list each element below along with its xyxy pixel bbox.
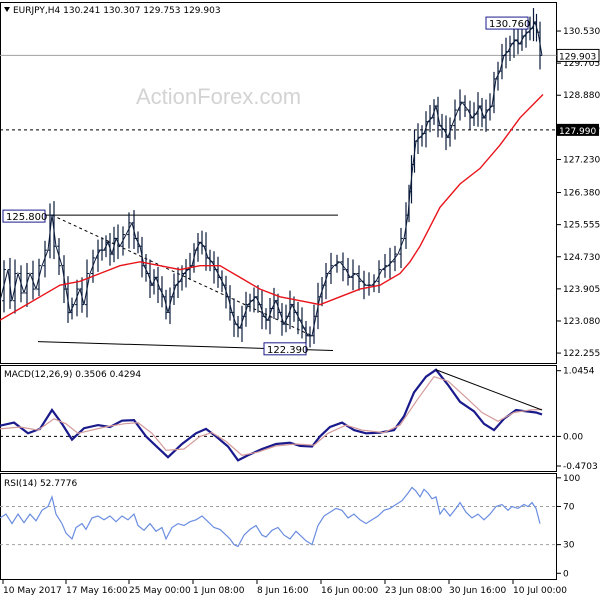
price-annotation-box bbox=[263, 342, 307, 356]
rsi-tick-label: 70 bbox=[563, 502, 575, 512]
macd-line bbox=[0, 368, 543, 462]
rsi-panel-frame bbox=[0, 473, 557, 580]
x-tick-label: 17 May 16:00 bbox=[66, 586, 128, 596]
price-annotation-label: 130.760 bbox=[489, 19, 530, 30]
price-annotation-label: 122.390 bbox=[267, 345, 308, 356]
x-tick-label: 30 Jun 16:00 bbox=[449, 586, 506, 596]
x-tick-label: 10 Jul 00:00 bbox=[513, 586, 567, 596]
x-tick-label: 23 Jun 08:00 bbox=[385, 586, 442, 596]
price-tick-label: 128.880 bbox=[563, 91, 600, 101]
price-annotation-box bbox=[485, 16, 529, 30]
price-tick-label: 123.905 bbox=[563, 285, 600, 295]
current-price-label: 129.903 bbox=[559, 52, 596, 62]
price-tick-label: 124.730 bbox=[563, 253, 600, 263]
price-tick-label: 129.705 bbox=[563, 59, 600, 69]
support-level-label: 127.990 bbox=[559, 127, 596, 137]
macd-panel-frame bbox=[0, 365, 557, 472]
price-tick-label: 123.080 bbox=[563, 317, 600, 327]
watermark: ActionForex.com bbox=[136, 84, 301, 109]
rsi-tick-label: 0 bbox=[563, 569, 569, 579]
support-level-badge bbox=[557, 123, 599, 136]
rsi-tick-label: 100 bbox=[563, 474, 580, 484]
macd-tick-label: 1.0454 bbox=[563, 367, 595, 377]
price-tick-label: 126.380 bbox=[563, 189, 600, 199]
macd-signal-line bbox=[0, 375, 543, 456]
price-series-line bbox=[0, 20, 543, 337]
price-annotation-box bbox=[2, 209, 46, 223]
price-panel-frame bbox=[0, 2, 557, 364]
collapse-arrow-icon[interactable] bbox=[4, 7, 10, 12]
macd-panel-title: MACD(12,26,9) 0.3506 0.4294 bbox=[4, 370, 141, 380]
price-tick-label: 130.530 bbox=[563, 27, 600, 37]
x-tick-label: 16 Jun 00:00 bbox=[321, 586, 378, 596]
x-tick-label: 8 Jun 16:00 bbox=[257, 586, 309, 596]
x-tick-label: 25 May 00:00 bbox=[129, 586, 191, 596]
price-tick-label: 122.255 bbox=[563, 349, 600, 359]
macd-trend-line bbox=[435, 369, 543, 411]
rsi-tick-label: 30 bbox=[563, 541, 575, 551]
macd-tick-label: -0.4703 bbox=[563, 462, 598, 472]
current-price-badge bbox=[556, 48, 600, 62]
macd-tick-label: 0.00 bbox=[563, 432, 583, 442]
x-tick-label: 10 May 2017 bbox=[3, 586, 62, 596]
moving-average-line bbox=[0, 94, 544, 321]
x-tick-label: 1 Jun 08:00 bbox=[193, 586, 245, 596]
price-tick-label: 125.555 bbox=[563, 221, 600, 231]
rsi-panel-title: RSI(14) 52.7776 bbox=[4, 479, 77, 489]
rsi-line bbox=[0, 486, 541, 548]
price-tick-label: 127.230 bbox=[563, 155, 600, 165]
price-panel-title: EURJPY,H4 130.241 130.307 129.753 129.90… bbox=[13, 6, 221, 16]
price-annotation-label: 125.800 bbox=[6, 212, 47, 223]
